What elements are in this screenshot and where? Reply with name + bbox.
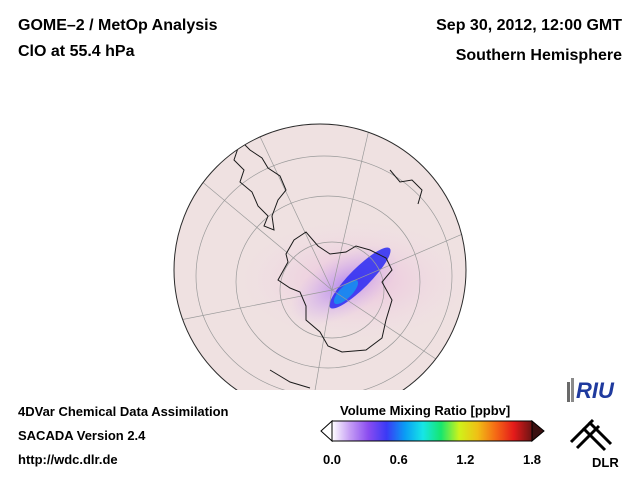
colorbar-max-arrow — [531, 420, 545, 442]
colorbar-title: Volume Mixing Ratio [ppbv] — [340, 403, 511, 418]
map-datetime: Sep 30, 2012, 12:00 GMT — [436, 17, 622, 34]
graticule — [179, 124, 466, 390]
dlr-logo-icon — [569, 418, 613, 452]
colorbar-tick-label: 1.8 — [522, 452, 542, 467]
dlr-logo-text: DLR — [592, 455, 619, 470]
colorbar — [320, 420, 545, 442]
clo-peak-region — [333, 279, 359, 305]
australia-coast — [269, 369, 311, 389]
map-title: GOME–2 / MetOp Analysis — [18, 17, 218, 34]
footer-line-2: SACADA Version 2.4 — [18, 428, 146, 443]
antarctica-outline — [277, 231, 393, 353]
africa-coast — [389, 169, 423, 205]
colorbar-tick-label: 0.6 — [389, 452, 408, 467]
footer-url-link[interactable]: http://wdc.dlr.de — [18, 452, 118, 467]
riu-logo: RIU — [567, 378, 615, 403]
colorbar-tick-label: 1.2 — [456, 452, 475, 467]
map-hemisphere: Southern Hemisphere — [455, 47, 622, 64]
globe-map — [173, 123, 467, 390]
map-subtitle: ClO at 55.4 hPa — [18, 43, 135, 60]
riu-logo-mark — [567, 382, 570, 402]
colorbar-min-arrow — [320, 420, 333, 442]
footer-line-1: 4DVar Chemical Data Assimilation — [18, 404, 229, 419]
colorbar-gradient — [331, 420, 533, 442]
colorbar-tick-label: 0.0 — [322, 452, 342, 467]
globe-edge — [173, 123, 467, 390]
madagascar-coast — [441, 159, 461, 181]
riu-logo-text: RIU — [576, 378, 615, 403]
south-america-outline — [228, 139, 287, 231]
